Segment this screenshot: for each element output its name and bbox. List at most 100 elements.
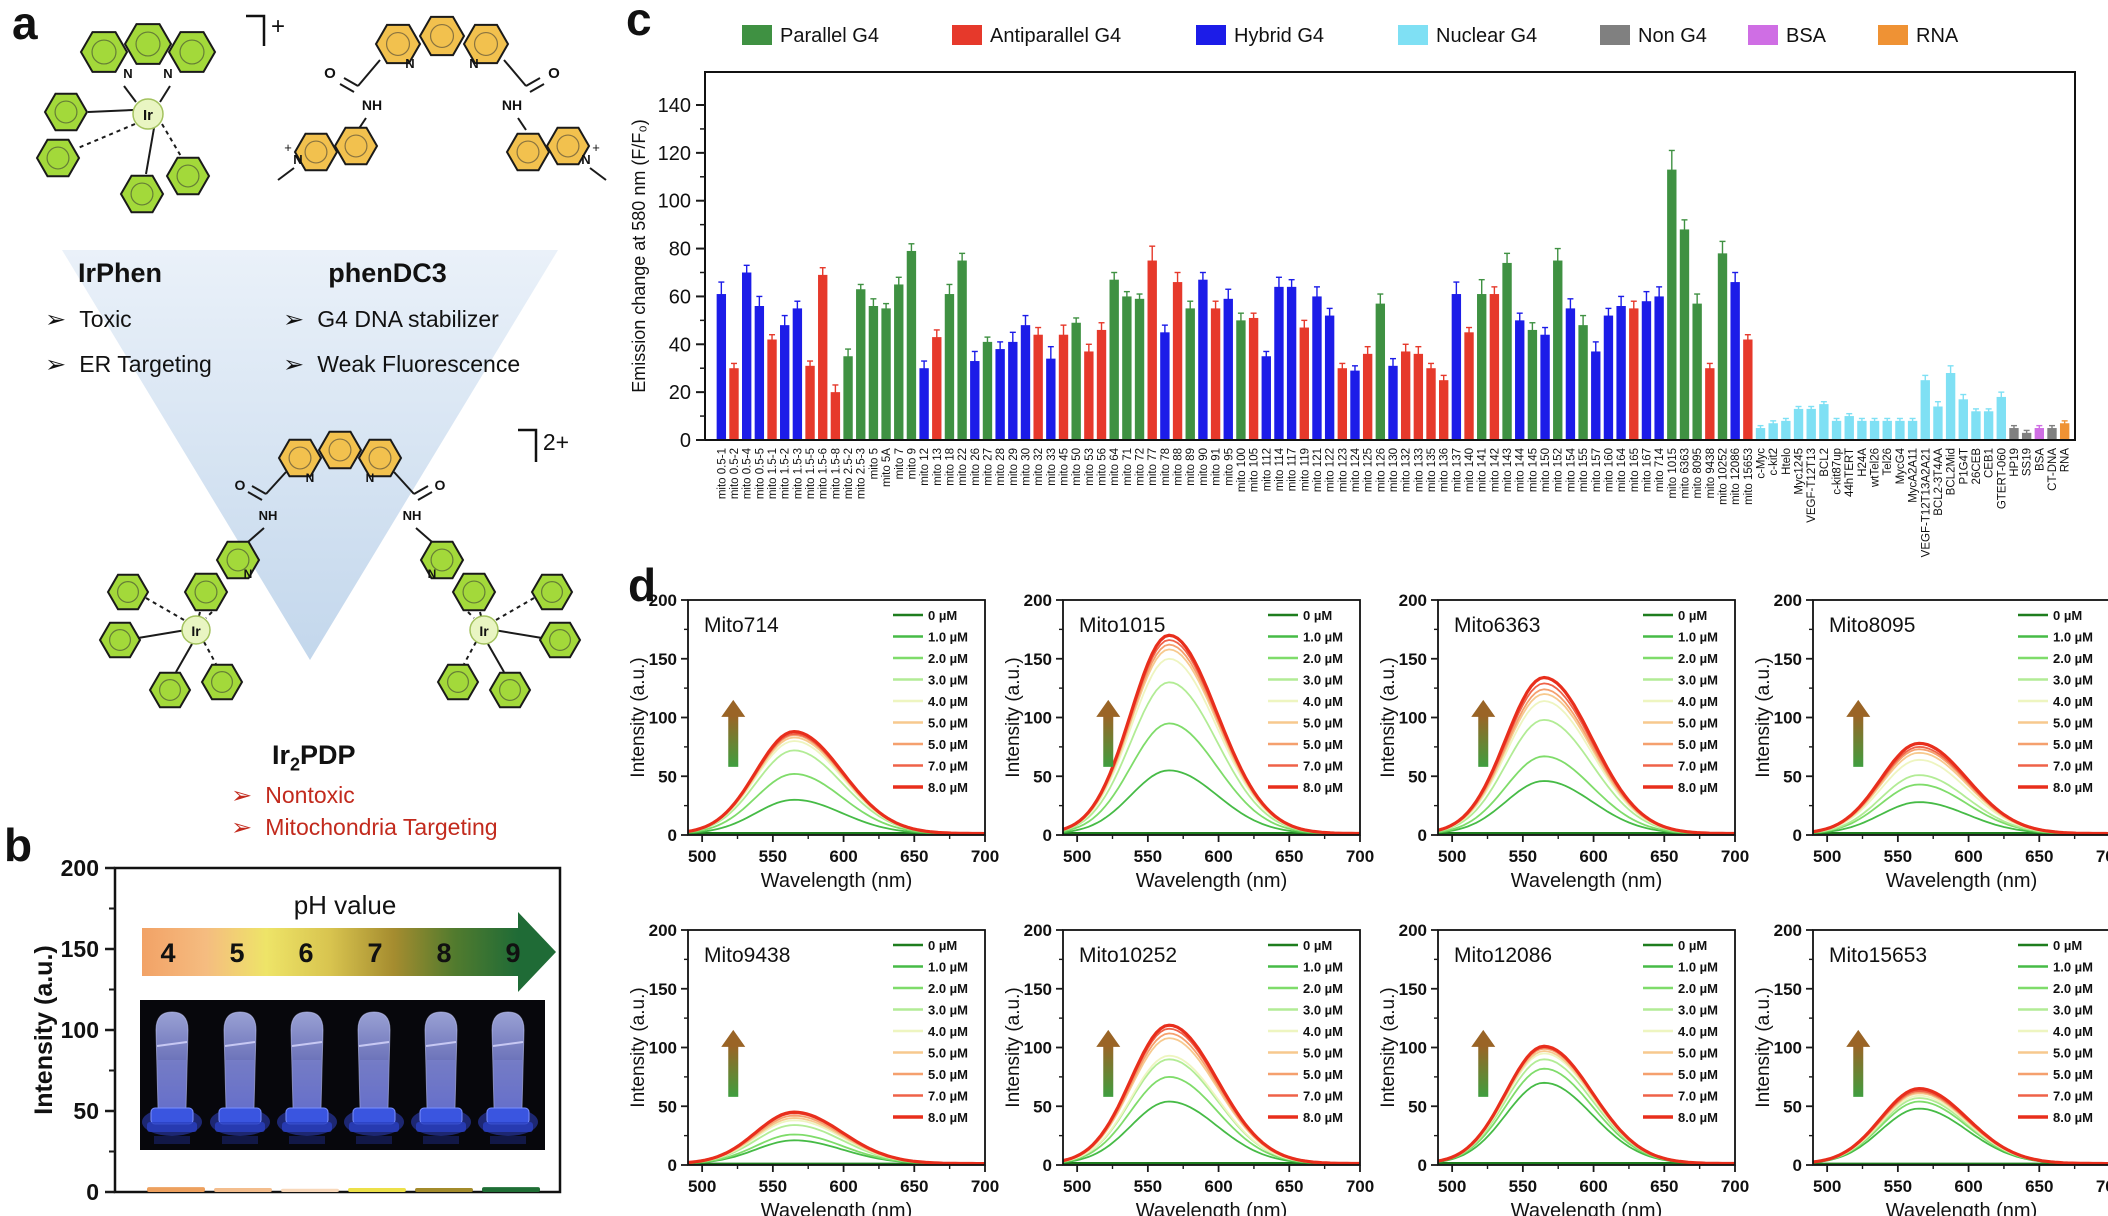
bar-label: mito 6363 xyxy=(1679,448,1691,499)
bar-label: VEGF-T12T13A2A21 xyxy=(1920,448,1932,557)
d-legend-label: 5.0 µM xyxy=(928,1067,968,1082)
phendc3-point-row: ➢ G4 DNA stabilizer xyxy=(283,306,499,333)
bar-label: mito 9 xyxy=(906,448,918,479)
sample-tube xyxy=(357,1011,391,1109)
bar xyxy=(1515,320,1525,440)
d-legend-label: 1.0 µM xyxy=(2053,630,2093,645)
d-legend-label: 5.0 µM xyxy=(1303,716,1343,731)
d-xtick-label: 500 xyxy=(688,847,716,866)
bar xyxy=(818,274,828,440)
bar-label: mito 123 xyxy=(1337,448,1349,492)
bar xyxy=(1553,260,1563,440)
d-xtick-label: 550 xyxy=(1884,1177,1912,1196)
d-ytick-label: 200 xyxy=(1774,591,1802,610)
c-ytick-label: 0 xyxy=(680,430,691,452)
b-ytick-label: 100 xyxy=(61,1017,99,1043)
legend-swatch xyxy=(742,25,772,45)
bar xyxy=(1210,308,1221,440)
d-legend-label: 2.0 µM xyxy=(1303,981,1343,996)
bar-label: c-kit2 xyxy=(1768,448,1780,475)
d-legend-label: 5.0 µM xyxy=(1678,737,1718,752)
bar xyxy=(2059,423,2070,440)
ph-spectrum xyxy=(281,1188,339,1192)
bar xyxy=(1350,370,1360,440)
bar-label: mito 143 xyxy=(1502,448,1514,492)
d-legend-label: 0 µM xyxy=(2053,938,2082,953)
bar xyxy=(906,250,917,440)
svg-text:N: N xyxy=(469,56,478,71)
d-legend-label: 5.0 µM xyxy=(1678,716,1718,731)
subplot-title: Mito10252 xyxy=(1079,944,1177,967)
bar xyxy=(1172,282,1183,440)
bar-label: mito 0.5-1 xyxy=(716,448,728,499)
d-xtick-label: 500 xyxy=(688,1177,716,1196)
d-xtick-label: 650 xyxy=(900,847,928,866)
bar xyxy=(716,294,727,440)
bar-label: mito 140 xyxy=(1464,448,1476,492)
bar xyxy=(995,349,1005,440)
bar xyxy=(780,325,790,440)
d-ytick-label: 100 xyxy=(649,709,677,728)
bar xyxy=(1134,298,1145,440)
d-ytick-label: 150 xyxy=(1399,650,1427,669)
d-legend-label: 8.0 µM xyxy=(2053,780,2093,795)
ring xyxy=(106,573,150,611)
svg-text:N: N xyxy=(405,56,414,71)
bar-label: mito 12 xyxy=(919,448,931,486)
d-ytick-label: 100 xyxy=(1774,1039,1802,1058)
d-ytick-label: 50 xyxy=(658,767,677,786)
d-legend-label: 8.0 µM xyxy=(1678,780,1718,795)
d-legend-label: 0 µM xyxy=(1678,938,1707,953)
increase-arrow-head xyxy=(721,699,746,717)
bar xyxy=(1971,411,1981,440)
ring xyxy=(419,540,465,580)
d-xtick-label: 600 xyxy=(1204,847,1232,866)
spectrum-line xyxy=(1062,633,1360,836)
d-ytick-label: 150 xyxy=(1774,980,1802,999)
ir2pdp-title: Ir2PDP xyxy=(272,740,356,775)
bar-label: mito 1.5-8 xyxy=(830,448,842,499)
svg-text:NH: NH xyxy=(403,508,422,523)
d-ylabel: Intensity (a.u.) xyxy=(1378,657,1399,777)
svg-text:NH: NH xyxy=(502,97,522,113)
legend-label: Non G4 xyxy=(1638,25,1707,47)
ir2pdp-point: Nontoxic xyxy=(265,782,355,808)
svg-text:O: O xyxy=(235,477,246,493)
arrow-bullet-icon: ➢ xyxy=(45,351,67,377)
bar-label: mito 0.5-4 xyxy=(742,447,754,499)
c-ylabel: Emission change at 580 nm (F/F₀) xyxy=(629,119,649,393)
ring xyxy=(215,540,261,580)
bar xyxy=(1730,282,1740,440)
svg-text:2+: 2+ xyxy=(543,429,569,455)
d-legend-label: 5.0 µM xyxy=(1678,1067,1718,1082)
bar-label: mito 30 xyxy=(1020,448,1032,486)
d-legend-label: 2.0 µM xyxy=(1303,651,1343,666)
irphen-point: Toxic xyxy=(79,306,132,332)
bar-label: mito 1015 xyxy=(1667,448,1679,499)
subplot-title: Mito12086 xyxy=(1454,944,1552,967)
bar-label: mito 32 xyxy=(1033,448,1045,486)
bar-label: mito 95 xyxy=(1223,448,1235,486)
d-xtick-label: 650 xyxy=(1275,1177,1303,1196)
d-legend-label: 2.0 µM xyxy=(1678,981,1718,996)
svg-text:O: O xyxy=(435,477,446,493)
uv-photo xyxy=(140,1000,545,1150)
d-legend-label: 5.0 µM xyxy=(928,737,968,752)
bar-label: mito 132 xyxy=(1401,448,1413,492)
bar xyxy=(2034,428,2045,440)
c-ytick-label: 120 xyxy=(658,143,691,165)
d-xtick-label: 550 xyxy=(759,847,787,866)
bar xyxy=(1096,329,1107,440)
spectrum-line xyxy=(687,1110,985,1166)
bar xyxy=(1996,396,2006,440)
ring xyxy=(277,438,323,478)
d-legend-label: 1.0 µM xyxy=(1678,630,1718,645)
subplot-title: Mito714 xyxy=(704,614,779,637)
d-ytick-label: 150 xyxy=(1774,650,1802,669)
d-legend-label: 3.0 µM xyxy=(1303,673,1343,688)
d-ytick-label: 0 xyxy=(1418,1156,1427,1175)
spectrum-line xyxy=(1812,1094,2108,1165)
d-ytick-label: 150 xyxy=(1024,650,1052,669)
legend-label: Nuclear G4 xyxy=(1436,25,1537,47)
bar-label: MycG4 xyxy=(1895,447,1907,484)
